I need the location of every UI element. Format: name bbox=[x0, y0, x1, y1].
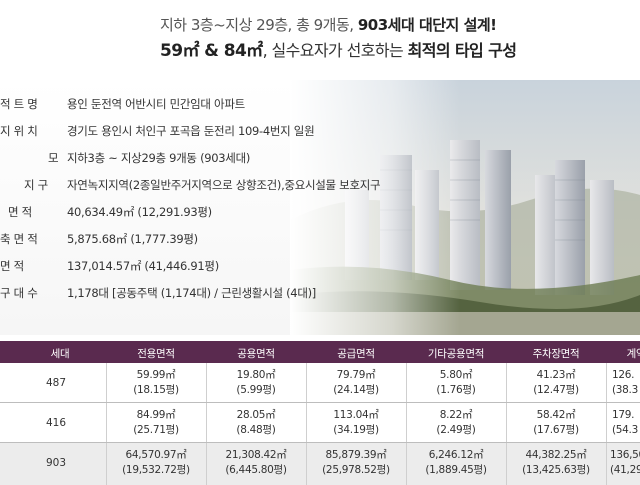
table-cell: 79.79㎡ (24.14평) bbox=[333, 369, 379, 396]
table-cell: 21,308.42㎡ (6,445.80평) bbox=[225, 449, 287, 476]
unit-count: 416 bbox=[46, 417, 67, 429]
unit-count: 487 bbox=[46, 377, 67, 389]
info-value: 자연녹지지역(2종일반주거지역으로 상향조건),중요시설물 보호지구 bbox=[67, 178, 381, 192]
unit-count: 903 bbox=[46, 457, 67, 469]
info-label: 지 위 치 bbox=[0, 124, 38, 138]
info-row-scale: 모 지하3층 ~ 지상29층 9개동 (903세대) bbox=[0, 150, 340, 170]
info-value: 지하3층 ~ 지상29층 9개동 (903세대) bbox=[67, 151, 251, 165]
headline-line-2-bold: 최적의 타입 구성 bbox=[407, 41, 517, 60]
table-cell: 126. (38.3 bbox=[612, 369, 638, 396]
table-row-total: 903 64,570.97㎡ (19,532.72평) 21,308.42㎡ (6,… bbox=[0, 443, 640, 485]
table-cell: 44,382.25㎡ (13,425.63평) bbox=[522, 449, 590, 476]
table-cell: 8.22㎡ (2.49평) bbox=[436, 409, 476, 436]
table-row: 416 84.99㎡ (25.71평) 28.05㎡ (8.48평) 113.04㎡… bbox=[0, 403, 640, 443]
info-label: 구 대 수 bbox=[0, 286, 38, 300]
project-overview: 적 트 명 용인 둔전역 어반시티 민간임대 아파트 지 위 치 경기도 용인시… bbox=[0, 80, 640, 335]
headline-line-2: 59㎡ & 84㎡, 실수요자가 선호하는 최적의 타입 구성 bbox=[160, 36, 517, 61]
headline-line-1-text: 지하 3층~지상 29층, 총 9개동, bbox=[160, 16, 358, 34]
info-value: 5,875.68㎡ (1,777.39평) bbox=[67, 232, 198, 246]
table-cell: 136,50(41,29 bbox=[610, 449, 640, 476]
table-cell: 6,246.12㎡ (1,889.45평) bbox=[425, 449, 487, 476]
table-cell: 28.05㎡ (8.48평) bbox=[236, 409, 276, 436]
table-cell: 113.04㎡ (34.19평) bbox=[333, 409, 379, 436]
column-header-supply-area: 공급면적 bbox=[337, 348, 375, 360]
info-label: 면 적 bbox=[8, 205, 32, 219]
column-header-parking-area: 주차장면적 bbox=[532, 348, 580, 360]
column-header-exclusive-area: 전용면적 bbox=[137, 348, 175, 360]
info-value: 40,634.49㎡ (12,291.93평) bbox=[67, 205, 212, 219]
info-label: 모 bbox=[48, 151, 59, 165]
table-cell: 19.80㎡ (5.99평) bbox=[236, 369, 276, 396]
table-cell: 58.42㎡ (17.67평) bbox=[533, 409, 579, 436]
table-header: 세대 전용면적 공용면적 공급면적 기타공용면적 주차장면적 계약 bbox=[0, 341, 640, 363]
info-value: 1,178대 [공동주택 (1,174대) / 근린생활시설 (4대)] bbox=[67, 286, 316, 300]
info-row-total-floor-area: 면 적 137,014.57㎡ (41,446.91평) bbox=[0, 258, 340, 278]
info-row-project-name: 적 트 명 용인 둔전역 어반시티 민간임대 아파트 bbox=[0, 96, 340, 116]
unit-count-cell: 903 bbox=[0, 443, 106, 485]
unit-area-table: 세대 전용면적 공용면적 공급면적 기타공용면적 주차장면적 계약 487 59… bbox=[0, 341, 640, 485]
table-row: 487 59.99㎡ (18.15평) 19.80㎡ (5.99평) 79.79㎡(… bbox=[0, 363, 640, 403]
info-row-parking: 구 대 수 1,178대 [공동주택 (1,174대) / 근린생활시설 (4대… bbox=[0, 285, 340, 305]
column-header-other-common-area: 기타공용면적 bbox=[427, 348, 485, 360]
column-header-common-area: 공용면적 bbox=[237, 348, 275, 360]
table-cell: 84.99㎡ (25.71평) bbox=[133, 409, 179, 436]
info-row-location: 지 위 치 경기도 용인시 처인구 포곡읍 둔전리 109-4번지 일원 bbox=[0, 123, 340, 143]
unit-count-cell: 487 bbox=[0, 363, 106, 402]
info-label: 지 구 bbox=[24, 178, 48, 192]
table-cell: 59.99㎡ (18.15평) bbox=[133, 369, 179, 396]
unit-count-cell: 416 bbox=[0, 403, 106, 442]
image-fade-overlay bbox=[290, 80, 460, 335]
column-header-units: 세대 bbox=[50, 348, 70, 360]
column-header-contract-area: 계약 bbox=[626, 348, 640, 360]
table-cell: 179. (54.3 bbox=[612, 409, 638, 436]
table-cell: 85,879.39㎡ (25,978.52평) bbox=[322, 449, 390, 476]
info-label: 면 적 bbox=[0, 259, 24, 273]
info-row-site-area: 면 적 40,634.49㎡ (12,291.93평) bbox=[0, 204, 340, 224]
info-value: 경기도 용인시 처인구 포곡읍 둔전리 109-4번지 일원 bbox=[67, 124, 315, 138]
info-value: 137,014.57㎡ (41,446.91평) bbox=[67, 259, 219, 273]
headline-line-1-bold: 903세대 대단지 설계! bbox=[357, 16, 497, 34]
headline-size-types: 59㎡ & 84㎡ bbox=[160, 41, 263, 61]
info-value: 용인 둔전역 어반시티 민간임대 아파트 bbox=[67, 97, 245, 111]
info-row-building-area: 축 면 적 5,875.68㎡ (1,777.39평) bbox=[0, 231, 340, 251]
header-banner: 지하 3층~지상 29층, 총 9개동, 903세대 대단지 설계! 59㎡ &… bbox=[0, 0, 640, 76]
table-cell: 5.80㎡ (1.76평) bbox=[436, 369, 476, 396]
info-row-zoning: 지 구 자연녹지지역(2종일반주거지역으로 상향조건),중요시설물 보호지구 bbox=[0, 177, 381, 197]
table-cell: 41.23㎡ (12.47평) bbox=[533, 369, 579, 396]
info-label: 축 면 적 bbox=[0, 232, 38, 246]
headline-line-2-text: , 실수요자가 선호하는 bbox=[262, 41, 408, 60]
info-label: 적 트 명 bbox=[0, 97, 38, 111]
table-cell: 64,570.97㎡ (19,532.72평) bbox=[122, 449, 190, 476]
headline-line-1: 지하 3층~지상 29층, 총 9개동, 903세대 대단지 설계! bbox=[160, 14, 497, 35]
